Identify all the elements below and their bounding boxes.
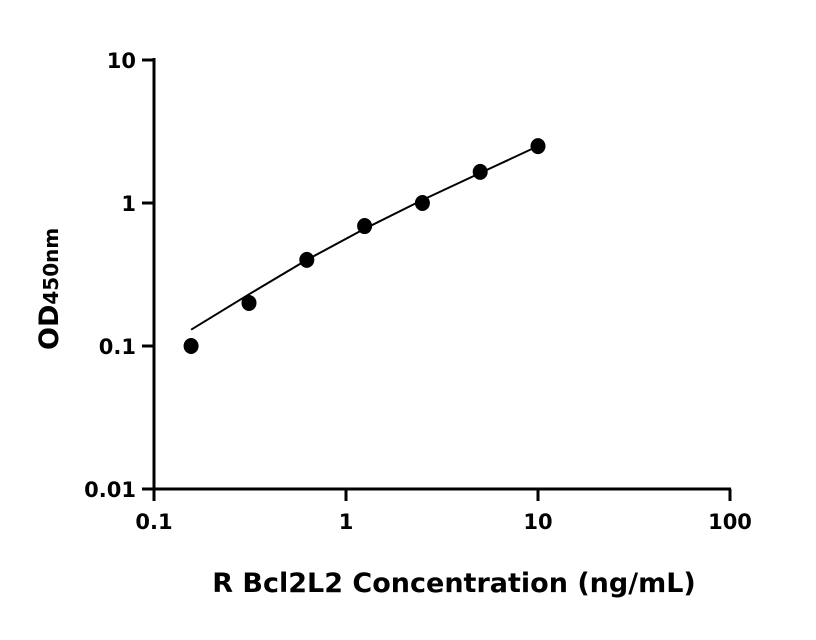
data-point <box>183 338 199 354</box>
data-point <box>530 138 546 155</box>
marks <box>183 138 546 354</box>
y-tick-label: 0.01 <box>84 478 136 502</box>
x-axis-label: R Bcl2L2 Concentration (ng/mL) <box>212 568 696 599</box>
y-axis-label-subscript: 450nm <box>39 228 63 305</box>
y-tick-label: 0.1 <box>99 335 136 359</box>
data-point <box>241 294 257 311</box>
data-point <box>299 251 315 268</box>
y-axis-label-main: OD <box>34 305 65 350</box>
x-tick-label: 1 <box>339 510 354 534</box>
data-point <box>472 163 488 180</box>
y-tick-label: 10 <box>107 49 136 73</box>
y-tick-label: 1 <box>121 192 136 216</box>
data-point <box>414 195 430 211</box>
axes: 0.01 0.1 1 10 0.1 1 10 100 <box>84 49 752 534</box>
y-axis-label: OD450nm <box>34 228 65 350</box>
x-tick-label: 0.1 <box>135 510 172 534</box>
data-point <box>357 218 373 235</box>
x-tick-label: 100 <box>708 510 752 534</box>
x-tick-label: 10 <box>523 510 552 534</box>
